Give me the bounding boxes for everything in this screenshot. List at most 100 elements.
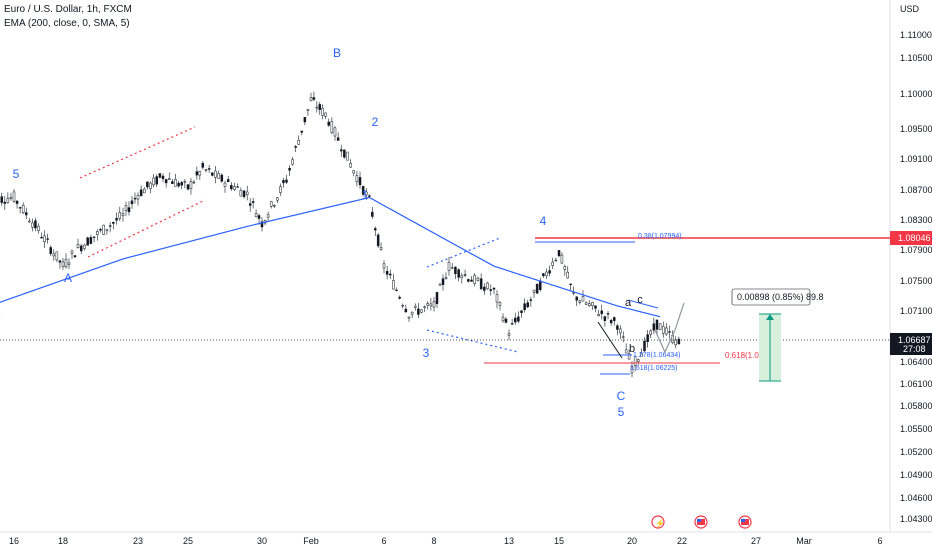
candle-body — [404, 308, 408, 313]
candle-body — [127, 207, 131, 213]
candle-body — [479, 278, 483, 290]
indicator-title: EMA (200, close, 0, SMA, 5) — [4, 18, 130, 29]
wave-label: 5 — [13, 167, 20, 181]
triangle-lower-line — [426, 329, 519, 353]
price-tick-label: 1.04900 — [900, 470, 932, 480]
time-tick-label: Feb — [303, 536, 319, 546]
candle-body — [55, 251, 59, 261]
candle-body — [447, 261, 451, 271]
candle-body — [624, 349, 628, 354]
candle-body — [603, 316, 607, 321]
time-axis-ticks: 16 18 23 25 30 Feb 6 8 13 15 20 22 27 Mar 6 — [9, 536, 883, 546]
candle-body — [557, 250, 561, 257]
candle-body — [164, 179, 168, 184]
candle-body — [609, 320, 613, 324]
candle-body — [668, 331, 671, 333]
candle-body — [28, 220, 31, 223]
candle-body — [158, 173, 162, 178]
candle-body — [594, 305, 597, 309]
time-tick-label: 6 — [877, 536, 882, 546]
candle-body — [294, 146, 297, 148]
candle-body — [542, 273, 545, 277]
candle-body — [514, 317, 517, 323]
candle-body — [315, 106, 319, 109]
candle-body — [606, 313, 610, 315]
candle-body — [192, 181, 196, 184]
candle-body — [581, 296, 585, 302]
candle-body — [441, 278, 445, 285]
fib-upper-label: 0.38(1.07994) — [638, 233, 682, 240]
candle-body — [376, 234, 380, 247]
candle-body — [12, 191, 16, 202]
candles — [0, 91, 681, 378]
candle-body — [504, 318, 508, 323]
candle-body — [273, 205, 276, 207]
us-flag-icon-2[interactable] — [738, 515, 752, 529]
candle-body — [489, 289, 493, 291]
candle-body — [333, 127, 337, 137]
candle-body — [146, 181, 149, 188]
candle-body — [517, 316, 520, 322]
candle-body — [89, 237, 93, 244]
candle-body — [510, 323, 514, 325]
candle-body — [358, 177, 362, 186]
candle-body — [352, 170, 356, 174]
candle-body — [92, 236, 96, 238]
fib-0618-label: 0.618(1.06377) — [725, 351, 780, 360]
candle-body — [223, 182, 227, 187]
candle-body — [279, 186, 282, 193]
candle-body — [124, 205, 128, 211]
candle-body — [501, 316, 505, 322]
lightning-event-icon[interactable] — [651, 515, 665, 529]
time-tick-label: 16 — [9, 536, 19, 546]
price-tick-label: 1.10000 — [900, 89, 932, 99]
price-tick-label: 1.09100 — [900, 154, 932, 164]
candle-body — [457, 269, 460, 278]
candle-body — [43, 235, 46, 242]
candle-body — [554, 259, 558, 262]
candle-body — [260, 221, 264, 228]
candle-body — [398, 296, 401, 299]
time-tick-label: 23 — [133, 536, 143, 546]
candle-body — [233, 186, 236, 190]
red-level-marker: 1.08046 — [898, 233, 931, 243]
candle-body — [83, 244, 86, 249]
candle-body — [649, 330, 652, 335]
wave-label: 3 — [423, 346, 430, 360]
candle-body — [621, 336, 625, 338]
channel-upper-line — [79, 126, 196, 179]
candle-body — [73, 255, 77, 258]
candle-body — [58, 260, 62, 263]
candle-body — [18, 207, 22, 209]
candle-body — [414, 305, 417, 308]
ema-line — [0, 196, 661, 318]
time-tick-label: 13 — [504, 536, 514, 546]
candle-body — [640, 352, 643, 357]
us-flag-icon-1[interactable] — [694, 515, 708, 529]
candle-body — [578, 300, 582, 303]
candle-body — [251, 201, 255, 203]
candle-body — [152, 177, 155, 186]
candle-body — [25, 212, 28, 216]
price-tick-label: 1.05800 — [900, 401, 932, 411]
candle-body — [168, 178, 171, 180]
candle-body — [64, 258, 68, 268]
candle-body — [6, 198, 10, 203]
price-tick-label: 1.09500 — [900, 124, 932, 134]
wave-c-line — [597, 321, 623, 359]
candle-body — [99, 229, 102, 231]
candle-body — [102, 224, 105, 235]
candle-body — [460, 275, 464, 279]
time-tick-label: 20 — [627, 536, 637, 546]
price-tick-label: 1.04300 — [900, 514, 932, 524]
candle-body — [343, 149, 346, 158]
abc-line — [627, 299, 659, 309]
candle-body — [438, 284, 442, 286]
candle-body — [211, 172, 214, 176]
time-tick-label: 22 — [677, 536, 687, 546]
wave-label: B — [333, 46, 341, 60]
red-level-marker-bg — [890, 231, 932, 245]
price-tick-label: 1.07500 — [900, 276, 932, 286]
